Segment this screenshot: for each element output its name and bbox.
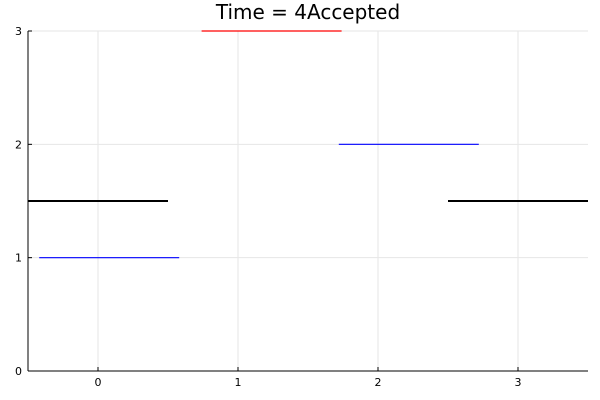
- plot-data: [28, 30, 588, 259]
- y-tick-label: 1: [15, 252, 22, 265]
- y-tick-label: 3: [15, 25, 22, 38]
- y-tick-label: 2: [15, 138, 22, 151]
- y-tick-label: 0: [15, 365, 22, 378]
- x-tick-label: 3: [515, 376, 522, 389]
- x-tick-label: 1: [235, 376, 242, 389]
- x-tick-label: 0: [95, 376, 102, 389]
- axes: 0 1 2 3 0 1 2 3: [15, 25, 588, 389]
- chart-title: Time = 4Accepted: [215, 0, 400, 24]
- x-tick-label: 2: [375, 376, 382, 389]
